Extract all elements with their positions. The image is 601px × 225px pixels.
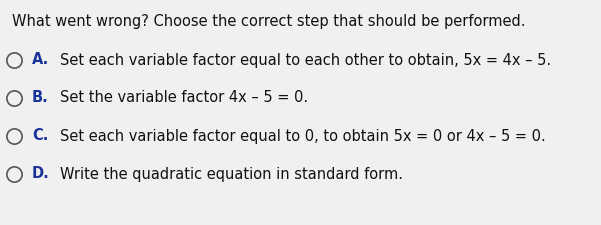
Text: C.: C.	[32, 128, 48, 144]
Text: A.: A.	[32, 52, 49, 68]
Text: D.: D.	[32, 166, 50, 182]
Text: Set each variable factor equal to 0, to obtain 5x = 0 or 4x – 5 = 0.: Set each variable factor equal to 0, to …	[60, 128, 546, 144]
Text: B.: B.	[32, 90, 49, 106]
Text: Set the variable factor 4x – 5 = 0.: Set the variable factor 4x – 5 = 0.	[60, 90, 308, 106]
Text: Write the quadratic equation in standard form.: Write the quadratic equation in standard…	[60, 166, 403, 182]
Text: Set each variable factor equal to each other to obtain, 5x = 4x – 5.: Set each variable factor equal to each o…	[60, 52, 551, 68]
Text: What went wrong? Choose the correct step that should be performed.: What went wrong? Choose the correct step…	[12, 14, 525, 29]
